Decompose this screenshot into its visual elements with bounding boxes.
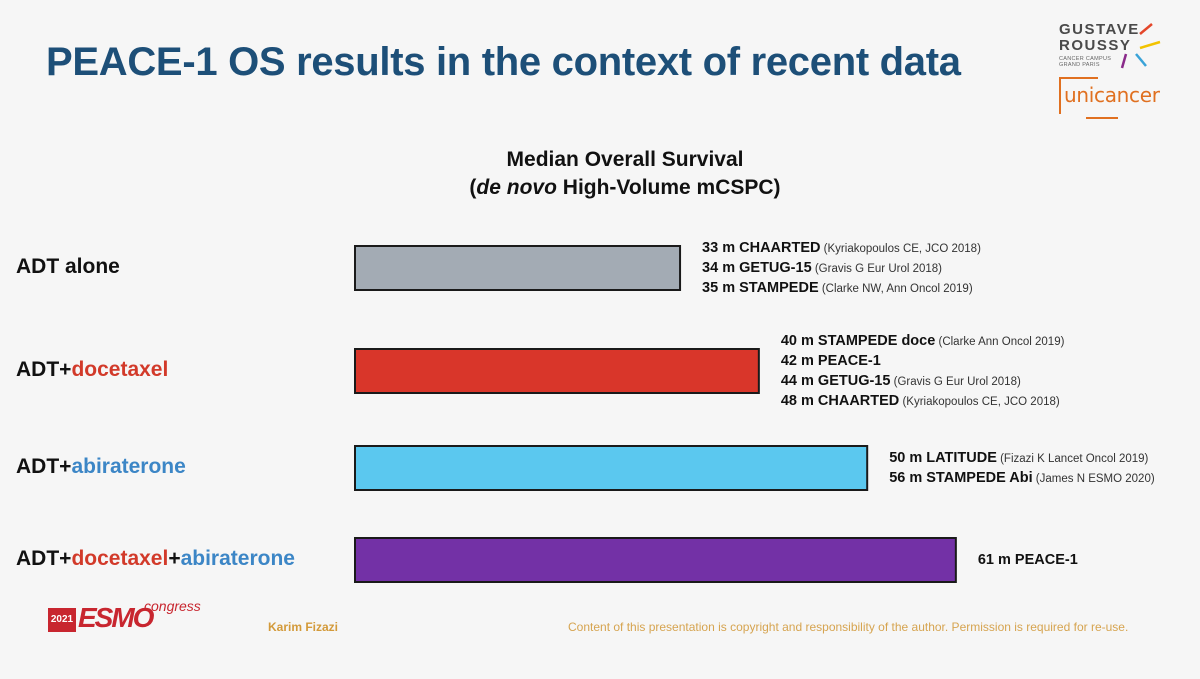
presenter-name: Karim Fizazi bbox=[268, 620, 339, 634]
gustave-logo-line1: GUSTAVE bbox=[1059, 21, 1140, 38]
category-label-3: ADT+docetaxel+abiraterone bbox=[16, 547, 295, 571]
study-label: 42 m PEACE-1 bbox=[780, 353, 881, 369]
gustave-star-icon bbox=[1120, 23, 1161, 69]
category-label-part: ADT+ bbox=[16, 358, 72, 381]
category-label-part: docetaxel bbox=[71, 358, 169, 381]
category-label-part: ADT alone bbox=[16, 255, 120, 278]
category-label-part: abiraterone bbox=[71, 455, 186, 478]
chart-title-line1: Median Overall Survival bbox=[506, 148, 744, 171]
unicancer-frame-icon bbox=[1059, 77, 1118, 119]
study-label: 44 m GETUG-15 bbox=[780, 373, 891, 389]
study-annotation: 42 m PEACE-1 bbox=[781, 351, 881, 371]
chart-title-italic: de novo bbox=[476, 176, 557, 199]
category-label-part: ADT+ bbox=[16, 547, 72, 570]
gustave-logo-sub: CANCER CAMPUS GRAND PARIS bbox=[1059, 56, 1112, 68]
bar-0 bbox=[354, 245, 682, 291]
study-reference: (Kyriakopoulos CE, JCO 2018) bbox=[899, 396, 1060, 408]
study-reference: (Fizazi K Lancet Oncol 2019) bbox=[996, 453, 1149, 465]
study-reference: (Clarke NW, Ann Oncol 2019) bbox=[818, 283, 973, 295]
unicancer-logo: unicancer bbox=[1058, 76, 1162, 120]
category-label-part: + bbox=[168, 547, 181, 570]
esmo-congress-text: congress bbox=[144, 598, 201, 614]
study-annotation: 56 m STAMPEDE Abi (James N ESMO 2020) bbox=[889, 468, 1155, 489]
chart-title-line2: (de novo High-Volume mCSPC) bbox=[400, 174, 850, 202]
esmo-year: 2021 bbox=[48, 608, 76, 632]
esmo-congress-logo: 2021 ESMO congress bbox=[48, 598, 218, 638]
study-label: 34 m GETUG-15 bbox=[702, 260, 812, 276]
category-label-0: ADT alone bbox=[16, 255, 120, 279]
bar-3 bbox=[354, 537, 957, 583]
category-label-part: docetaxel bbox=[71, 547, 169, 570]
study-annotation: 61 m PEACE-1 bbox=[978, 550, 1078, 570]
study-label: 40 m STAMPEDE doce bbox=[780, 333, 936, 349]
chart-title: Median Overall Survival (de novo High-Vo… bbox=[400, 146, 850, 202]
study-label: 33 m CHAARTED bbox=[702, 240, 821, 256]
study-annotation: 40 m STAMPEDE doce (Clarke Ann Oncol 201… bbox=[781, 331, 1065, 352]
study-reference: (Kyriakopoulos CE, JCO 2018) bbox=[820, 243, 981, 255]
study-label: 61 m PEACE-1 bbox=[977, 552, 1078, 568]
study-annotation: 48 m CHAARTED (Kyriakopoulos CE, JCO 201… bbox=[781, 391, 1060, 412]
study-annotation: 35 m STAMPEDE (Clarke NW, Ann Oncol 2019… bbox=[702, 278, 973, 299]
category-label-1: ADT+docetaxel bbox=[16, 358, 168, 382]
study-reference: (Gravis G Eur Urol 2018) bbox=[890, 376, 1021, 388]
study-reference: (Gravis G Eur Urol 2018) bbox=[811, 263, 943, 275]
bar-1 bbox=[354, 348, 760, 394]
study-annotation: 34 m GETUG-15 (Gravis G Eur Urol 2018) bbox=[702, 258, 942, 279]
study-label: 56 m STAMPEDE Abi bbox=[889, 470, 1033, 486]
unicancer-logo-text: unicancer bbox=[1064, 83, 1160, 107]
slide-title: PEACE-1 OS results in the context of rec… bbox=[46, 40, 961, 84]
copyright-notice: Content of this presentation is copyrigh… bbox=[568, 620, 1129, 634]
study-label: 35 m STAMPEDE bbox=[702, 280, 819, 296]
gustave-roussy-logo: GUSTAVE ROUSSY CANCER CAMPUS GRAND PARIS bbox=[1056, 20, 1176, 72]
bar-2 bbox=[354, 445, 869, 491]
chart-title-open-paren: ( bbox=[469, 176, 477, 199]
category-label-part: abiraterone bbox=[180, 547, 295, 570]
study-label: 50 m LATITUDE bbox=[889, 450, 997, 466]
category-label-part: ADT+ bbox=[16, 455, 72, 478]
study-reference: (James N ESMO 2020) bbox=[1032, 473, 1155, 485]
study-annotation: 50 m LATITUDE (Fizazi K Lancet Oncol 201… bbox=[889, 448, 1148, 469]
study-label: 48 m CHAARTED bbox=[780, 393, 900, 409]
study-reference: (Clarke Ann Oncol 2019) bbox=[935, 336, 1065, 348]
study-annotation: 33 m CHAARTED (Kyriakopoulos CE, JCO 201… bbox=[702, 238, 981, 259]
gustave-logo-line2: ROUSSY bbox=[1059, 37, 1132, 54]
esmo-word: ESMO bbox=[78, 602, 154, 633]
chart-title-rest: High-Volume mCSPC) bbox=[556, 176, 781, 199]
category-label-2: ADT+abiraterone bbox=[16, 455, 186, 479]
study-annotation: 44 m GETUG-15 (Gravis G Eur Urol 2018) bbox=[781, 371, 1021, 392]
